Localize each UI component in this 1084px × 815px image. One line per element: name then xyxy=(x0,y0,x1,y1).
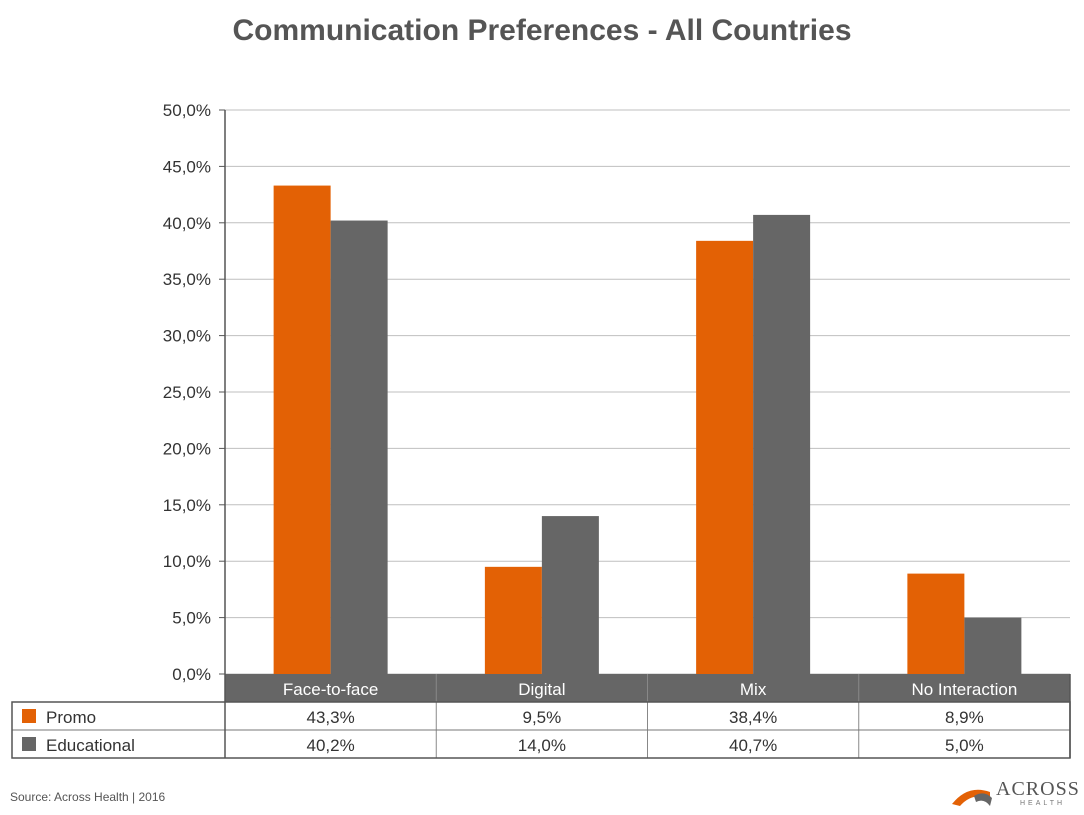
bar-educational-1 xyxy=(541,516,599,674)
data-label: 40,7% xyxy=(729,736,777,755)
y-tick-label: 50,0% xyxy=(163,101,211,120)
data-label: 9,5% xyxy=(523,708,562,727)
legend-swatch-promo xyxy=(22,709,36,723)
legend-swatch-educational xyxy=(22,737,36,751)
y-tick-label: 25,0% xyxy=(163,383,211,402)
bar-educational-0 xyxy=(330,220,388,674)
y-tick-label: 0,0% xyxy=(172,665,211,684)
bar-promo-0 xyxy=(273,185,331,675)
logo-name: ACROSS xyxy=(996,778,1080,800)
category-label: No Interaction xyxy=(911,680,1017,699)
legend-label-promo: Promo xyxy=(46,708,96,727)
category-label: Mix xyxy=(740,680,767,699)
data-label: 43,3% xyxy=(307,708,355,727)
y-tick-label: 15,0% xyxy=(163,496,211,515)
y-tick-label: 35,0% xyxy=(163,270,211,289)
data-label: 40,2% xyxy=(307,736,355,755)
y-tick-label: 45,0% xyxy=(163,157,211,176)
bar-educational-2 xyxy=(753,214,811,675)
data-label: 8,9% xyxy=(945,708,984,727)
bar-promo-1 xyxy=(484,566,542,674)
legend-label-educational: Educational xyxy=(46,736,135,755)
source-note: Source: Across Health | 2016 xyxy=(10,790,166,804)
across-health-logo-icon xyxy=(952,789,992,806)
category-label: Digital xyxy=(518,680,565,699)
category-label: Face-to-face xyxy=(283,680,378,699)
y-tick-label: 30,0% xyxy=(163,327,211,346)
y-tick-label: 40,0% xyxy=(163,214,211,233)
bar-chart: 0,0% 5,0% 10,0% 15,0% 20,0% 25,0% 30,0% 35,0% 40… xyxy=(11,101,1071,759)
data-label: 14,0% xyxy=(518,736,566,755)
bar-educational-3 xyxy=(964,617,1022,674)
bar-promo-3 xyxy=(907,573,965,674)
y-tick-label: 10,0% xyxy=(163,552,211,571)
logo-subtitle: HEALTH xyxy=(1020,800,1066,807)
bar-promo-2 xyxy=(696,240,754,674)
data-label: 38,4% xyxy=(729,708,777,727)
y-tick-label: 5,0% xyxy=(172,609,211,628)
data-label: 5,0% xyxy=(945,736,984,755)
y-tick-label: 20,0% xyxy=(163,439,211,458)
chart-title: Communication Preferences - All Countrie… xyxy=(232,14,852,47)
